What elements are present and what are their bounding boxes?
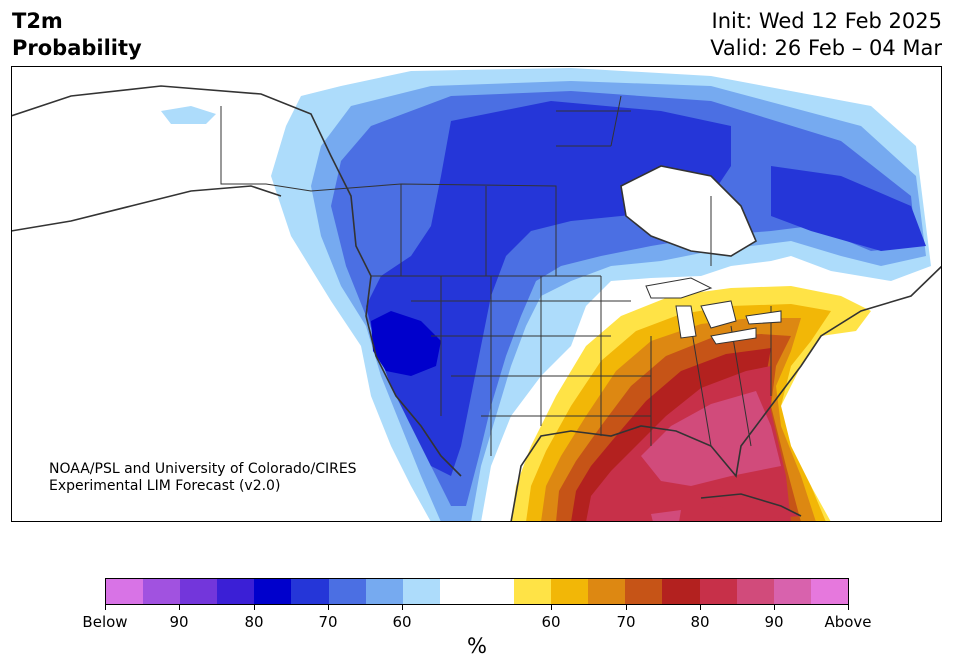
colorbar-swatch [365, 579, 403, 604]
colorbar-swatch [291, 579, 329, 604]
great-lakes [645, 277, 782, 345]
credit-line-product: Experimental LIM Forecast (v2.0) [49, 478, 281, 494]
tick-mark [626, 605, 627, 610]
yucatan-warm [651, 510, 681, 522]
map-title: T2m Probability [12, 8, 142, 62]
title-line-variable: T2m [12, 9, 63, 33]
tick-label: 60 [541, 613, 561, 631]
colorbar-swatch [402, 579, 440, 604]
probability-map [11, 66, 942, 522]
cold-region-core [371, 311, 441, 376]
colorbar-swatch [810, 579, 848, 604]
colorbar-swatch [254, 579, 292, 604]
political-borders [220, 95, 772, 456]
tick-mark [774, 605, 775, 610]
colorbar-swatch [143, 579, 181, 604]
map-frame [11, 66, 942, 522]
colorbar-swatch [773, 579, 811, 604]
tick-mark [700, 605, 701, 610]
map-credit: NOAA/PSL and University of Colorado/CIRE… [49, 461, 357, 495]
tick-mark [179, 605, 180, 610]
tick-label: 60 [392, 613, 412, 631]
cuba-warm [701, 494, 801, 518]
colorbar-swatch [476, 579, 515, 604]
tick-label: Above [824, 613, 872, 631]
alaska-cold-patch [161, 106, 216, 124]
tick-label: 80 [244, 613, 264, 631]
colorbar-swatch [551, 579, 589, 604]
colorbar-swatch [736, 579, 774, 604]
hudson-bay [621, 166, 756, 256]
credit-line-org: NOAA/PSL and University of Colorado/CIRE… [49, 461, 357, 477]
colorbar-swatch [514, 579, 552, 604]
colorbar-unit: % [467, 634, 487, 658]
coastline [11, 85, 942, 522]
map-svg [11, 66, 942, 522]
colorbar-swatch [180, 579, 218, 604]
tick-mark [254, 605, 255, 610]
colorbar-swatch [106, 579, 144, 604]
colorbar-swatch [588, 579, 626, 604]
tick-mark [848, 605, 849, 610]
colorbar-swatch [439, 579, 477, 604]
valid-range: Valid: 26 Feb – 04 Mar [710, 36, 942, 60]
labrador-cold-core [771, 166, 926, 251]
init-date: Init: Wed 12 Feb 2025 [711, 9, 942, 33]
title-line-product: Probability [12, 36, 142, 60]
tick-mark [402, 605, 403, 610]
colorbar-swatch [625, 579, 663, 604]
colorbar [105, 578, 849, 605]
tick-label: 70 [616, 613, 636, 631]
tick-mark [551, 605, 552, 610]
tick-label: 90 [169, 613, 189, 631]
tick-mark [105, 605, 106, 610]
forecast-dates: Init: Wed 12 Feb 2025 Valid: 26 Feb – 04… [710, 8, 942, 62]
colorbar-swatch [217, 579, 255, 604]
colorbar-swatch [328, 579, 366, 604]
tick-label: 80 [690, 613, 710, 631]
colorbar-swatch [699, 579, 737, 604]
tick-label: 90 [764, 613, 784, 631]
tick-label: 70 [318, 613, 338, 631]
tick-mark [328, 605, 329, 610]
colorbar-swatch [662, 579, 700, 604]
tick-label: Below [82, 613, 128, 631]
